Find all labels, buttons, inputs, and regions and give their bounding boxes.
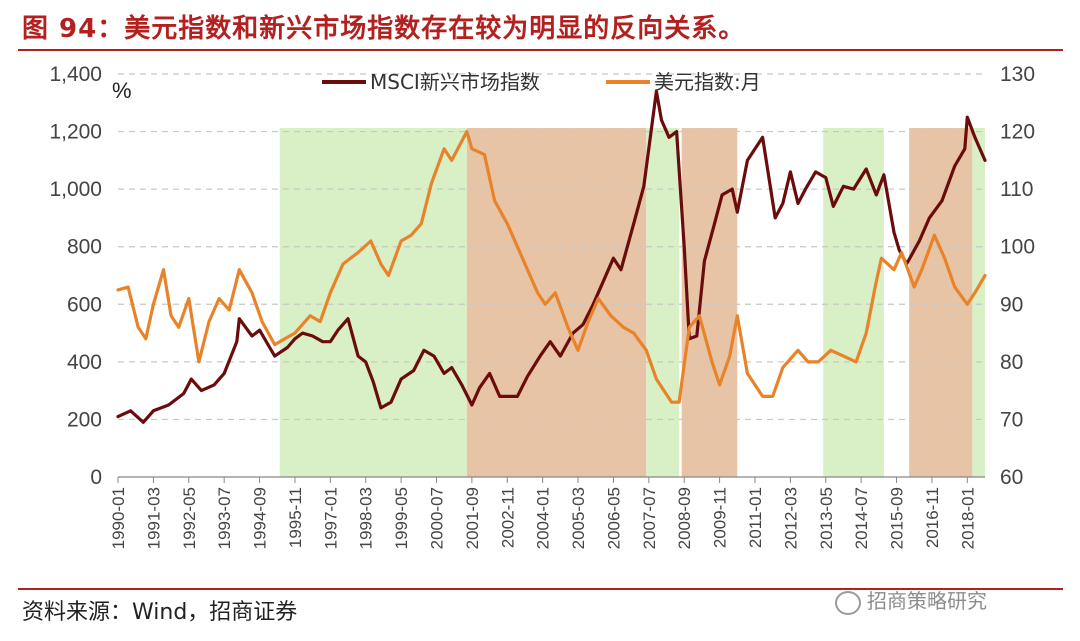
x-tick-label: 2015-09 bbox=[888, 487, 907, 549]
left-tick-label: 1,000 bbox=[49, 178, 102, 201]
chart-title: 图 94：美元指数和新兴市场指数存在较为明显的反向关系。 bbox=[22, 14, 746, 44]
shaded-band-3 bbox=[681, 128, 738, 477]
right-tick-label: 130 bbox=[1000, 63, 1035, 86]
x-tick-label: 1998-03 bbox=[357, 487, 376, 549]
source-note: 资料来源：Wind，招商证券 bbox=[22, 600, 298, 625]
left-tick-label: 800 bbox=[67, 236, 102, 259]
legend-label-0: MSCI新兴市场指数 bbox=[370, 70, 540, 94]
left-tick-label: 1,200 bbox=[49, 121, 102, 144]
x-tick-label: 2002-11 bbox=[498, 487, 517, 548]
x-tick-label: 1994-09 bbox=[251, 487, 270, 549]
shaded-periods bbox=[279, 128, 985, 477]
series-line-1 bbox=[116, 130, 987, 404]
x-tick-label: 2005-03 bbox=[569, 487, 588, 549]
shaded-band-0 bbox=[279, 128, 467, 477]
title-divider bbox=[18, 49, 1063, 51]
watermark: 招商策略研究 bbox=[835, 585, 987, 615]
shaded-band-4 bbox=[823, 128, 884, 477]
left-tick-label: 0 bbox=[90, 466, 102, 489]
x-tick-label: 2001-09 bbox=[463, 487, 482, 549]
legend-label-1: 美元指数:月 bbox=[654, 70, 761, 94]
right-tick-label: 110 bbox=[1000, 178, 1033, 201]
shaded-band-2 bbox=[646, 128, 680, 477]
series-line-0 bbox=[116, 89, 987, 424]
wechat-icon bbox=[835, 590, 861, 615]
x-tick-label: 2004-01 bbox=[534, 487, 553, 549]
x-tick-label: 2008-09 bbox=[675, 487, 694, 549]
left-tick-label: 600 bbox=[67, 293, 102, 316]
x-tick-label: 1999-05 bbox=[392, 487, 411, 549]
x-tick-label: 1995-11 bbox=[286, 487, 305, 548]
right-tick-label: 100 bbox=[1000, 236, 1035, 259]
axes: 0 200 400 600 800 1,000 1,200 1,400 60 70 80 90 100 1… bbox=[49, 63, 1035, 549]
left-tick-label: 1,400 bbox=[49, 63, 102, 86]
x-tick-label: 1992-05 bbox=[180, 487, 199, 549]
right-tick-label: 90 bbox=[1000, 293, 1023, 316]
x-tick-label: 2009-11 bbox=[711, 487, 730, 548]
x-tick-label: 2018-01 bbox=[958, 487, 977, 549]
x-tick-label: 1997-01 bbox=[321, 487, 340, 549]
footer-divider bbox=[18, 588, 1063, 590]
x-tick-label: 2014-07 bbox=[852, 487, 871, 549]
x-tick-label: 2016-11 bbox=[923, 487, 942, 548]
x-tick-label: 2000-07 bbox=[427, 487, 446, 549]
watermark-text: 招商策略研究 bbox=[867, 589, 987, 613]
x-tick-label: 2011-01 bbox=[746, 487, 765, 548]
x-tick-label: 2006-05 bbox=[604, 487, 623, 549]
x-tick-label: 2013-05 bbox=[817, 487, 836, 549]
x-tick-label: 1993-07 bbox=[215, 487, 234, 549]
right-tick-label: 60 bbox=[1000, 466, 1023, 489]
x-tick-label: 2012-03 bbox=[781, 487, 800, 549]
shaded-band-1 bbox=[466, 128, 647, 477]
shaded-band-6 bbox=[972, 128, 985, 477]
chart: 0 200 400 600 800 1,000 1,200 1,400 60 70 80 90 100 1… bbox=[49, 63, 1035, 549]
left-tick-label: 400 bbox=[67, 351, 102, 374]
x-tick-label: 1990-01 bbox=[109, 487, 128, 549]
right-tick-label: 80 bbox=[1000, 351, 1023, 374]
shaded-band-5 bbox=[909, 128, 973, 477]
x-tick-label: 2007-07 bbox=[640, 487, 659, 549]
right-tick-label: 70 bbox=[1000, 408, 1023, 431]
legend: MSCI新兴市场指数 美元指数:月 bbox=[322, 70, 761, 94]
x-tick-label: 1991-03 bbox=[144, 487, 163, 549]
series-lines bbox=[116, 89, 987, 424]
left-tick-label: 200 bbox=[67, 408, 102, 431]
right-tick-label: 120 bbox=[1000, 121, 1035, 144]
gridlines bbox=[118, 73, 985, 421]
left-unit-label: % bbox=[112, 78, 132, 103]
